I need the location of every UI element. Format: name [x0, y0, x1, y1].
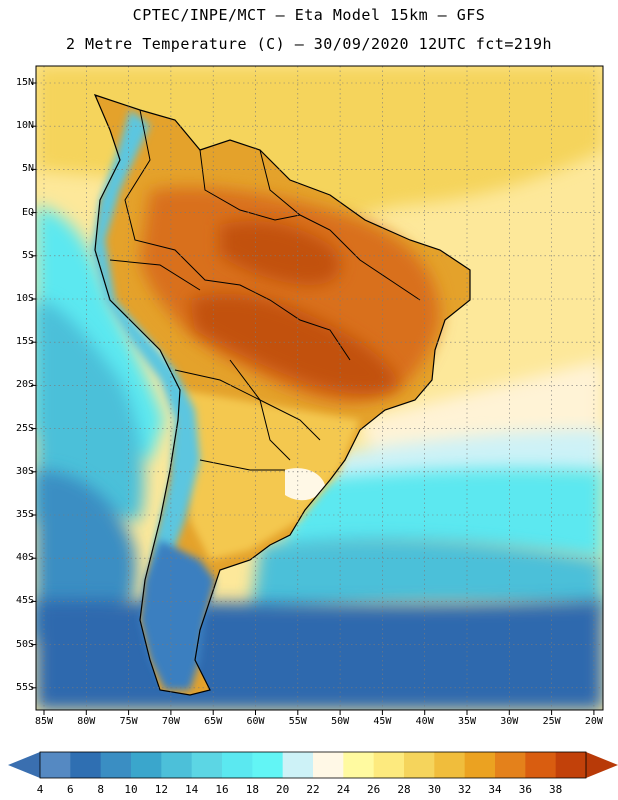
colorbar-cell: [282, 752, 314, 778]
pacific-blue: [36, 470, 137, 640]
latitude-label: 15N: [15, 77, 34, 88]
latitude-label: 10N: [15, 120, 34, 132]
southern-ocean: [36, 600, 603, 710]
graticule: [36, 66, 603, 710]
colorbar-cell: [434, 752, 466, 778]
country-borders: [93, 94, 471, 696]
longitude-label: 75W: [119, 716, 138, 727]
pacific-mid: [36, 300, 144, 520]
interior-hottest: [190, 293, 400, 395]
longitude-label: 30W: [500, 716, 519, 727]
colorbar-label: 20: [276, 783, 290, 796]
title-line-1: CPTEC/INPE/MCT – Eta Model 15km – GFS: [132, 6, 486, 24]
colorbar-cell: [100, 752, 132, 778]
longitude-label: 25W: [542, 716, 561, 727]
colorbar-label: 32: [458, 783, 472, 796]
longitude-label: 70W: [161, 716, 180, 727]
southern-cone-warm: [180, 390, 360, 560]
colorbar-cell: [464, 752, 496, 778]
longitude-label: 35W: [457, 716, 477, 727]
colorbar-cell: [495, 752, 526, 778]
colorbar-cell: [373, 752, 405, 778]
latitude-label: 5S: [21, 249, 34, 261]
colorbar-label: 12: [154, 783, 168, 796]
colorbar-label: 4: [36, 783, 44, 796]
uruguay-cool: [285, 468, 325, 501]
colorbar-label: 6: [67, 783, 74, 796]
latitude-label: 25S: [15, 422, 34, 434]
colorbar-label: 36: [518, 783, 532, 796]
latitude-label: EQ: [21, 206, 34, 218]
colorbar-label: 34: [488, 783, 502, 796]
latitude-label: 30S: [15, 465, 34, 477]
axis-ticks: [31, 82, 595, 715]
colorbar-cell: [555, 752, 587, 778]
colorbar-label: 16: [215, 783, 229, 796]
latitude-label: 40S: [15, 552, 34, 564]
colorbar-cell: [252, 752, 284, 778]
colorbar-label: 24: [336, 783, 350, 796]
latitude-label: 10S: [15, 293, 34, 304]
colorbar-cell: [313, 752, 344, 778]
longitude-label: 85W: [34, 716, 54, 727]
colorbar-label: 10: [124, 783, 138, 796]
colorbar-high-arrow: [586, 752, 618, 778]
colorbar-label: 38: [549, 783, 563, 796]
colorbar-cell: [404, 752, 435, 778]
colorbar-cell: [191, 752, 223, 778]
colorbar-cell: [222, 752, 253, 778]
latitude-label: 15S: [15, 336, 34, 348]
latitude-label: 5N: [21, 163, 34, 175]
colorbar-label: 22: [306, 783, 320, 796]
andes-cold: [92, 110, 200, 590]
atlantic-cyan: [280, 468, 603, 560]
longitude-label: 45W: [373, 716, 392, 727]
map-frame: [35, 65, 604, 711]
colorbar-cell: [525, 752, 557, 778]
latitude-label: 45S: [15, 595, 34, 607]
colorbar-label: 14: [185, 783, 199, 796]
longitude-label: 50W: [331, 716, 350, 727]
longitude-label: 60W: [246, 716, 265, 727]
longitude-label: 40W: [415, 716, 434, 727]
colorbar-label: 8: [97, 783, 104, 796]
map-field: [36, 66, 603, 710]
latitude-label: 55S: [15, 681, 34, 693]
colorbar-label: 28: [397, 783, 411, 796]
colorbar-cell: [131, 752, 162, 778]
longitude-label: 65W: [204, 716, 223, 727]
colorbar-cell: [343, 752, 375, 778]
latitude-label: 20S: [15, 379, 34, 391]
colorbar-label: 18: [245, 783, 259, 796]
longitude-label: 55W: [288, 716, 307, 727]
longitude-label: 20W: [584, 716, 603, 727]
colorbar-low-arrow: [8, 752, 40, 778]
amazon-hot: [220, 221, 341, 285]
title-line-2: 2 Metre Temperature (C) – 30/09/2020 12U…: [65, 35, 553, 53]
longitude-label: 80W: [77, 716, 96, 727]
colorbar-cell: [70, 752, 102, 778]
latitude-label: 50S: [15, 638, 34, 650]
colorbar-cell: [161, 752, 193, 778]
colorbar-label: 26: [367, 783, 381, 796]
colorbar-frame: [39, 751, 587, 779]
colorbar: [8, 751, 618, 779]
colorbar-cell: [40, 752, 71, 778]
colorbar-label: 30: [427, 783, 441, 796]
latitude-label: 35S: [15, 509, 34, 520]
